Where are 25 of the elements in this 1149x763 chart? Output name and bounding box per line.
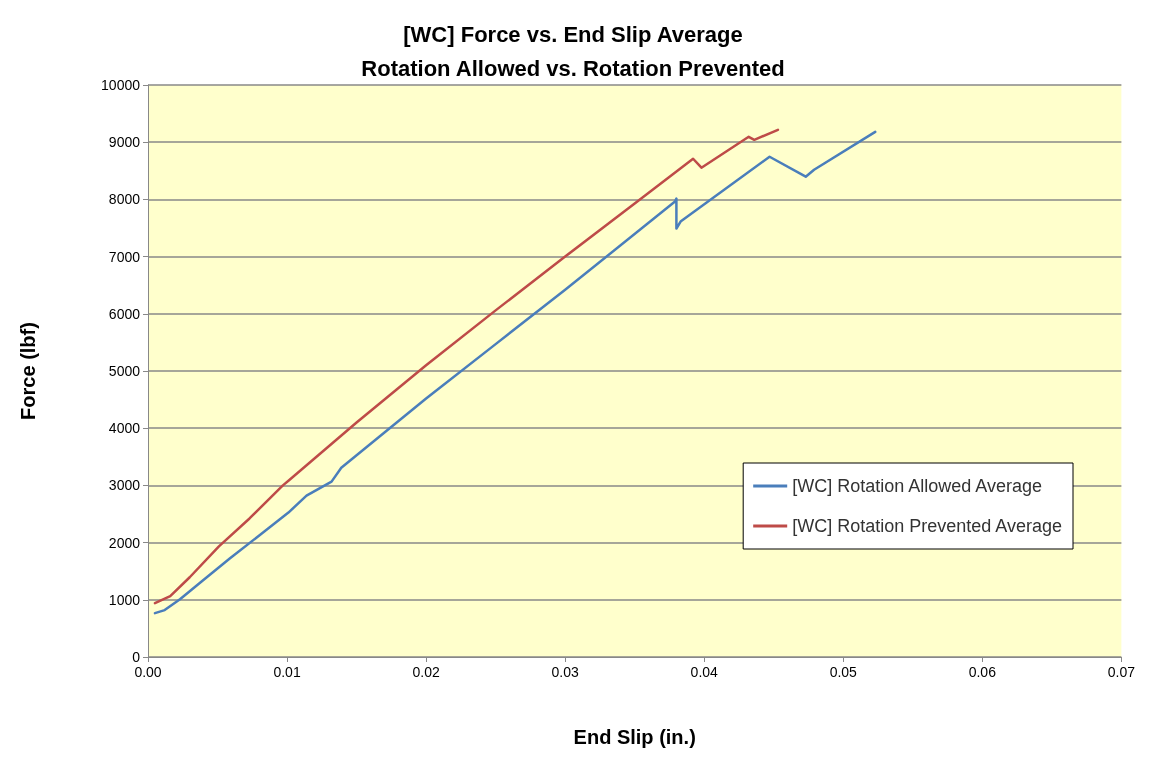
chart-title: [WC] Force vs. End Slip Average Rotation Allowed vs. Rotation Prevented — [361, 21, 785, 81]
legend-label: [WC] Rotation Allowed Average — [792, 476, 1042, 496]
y-tick-label: 9000 — [108, 134, 141, 151]
y-tick-label: 3000 — [108, 477, 141, 494]
y-axis-title: Force (lbf) — [17, 322, 39, 420]
line-series — [153, 128, 780, 605]
x-tick-label: 0.02 — [412, 664, 440, 680]
y-tick-label: 8000 — [108, 191, 141, 208]
y-tick-label: 0 — [132, 649, 141, 665]
x-tick-label: 0.03 — [551, 664, 579, 680]
y-tick-label: 6000 — [108, 305, 141, 322]
y-tick-label: 1000 — [108, 591, 141, 608]
y-tick-label: 5000 — [108, 363, 141, 379]
x-axis-title: End Slip (in.) — [573, 726, 696, 748]
x-tick-label: 0.07 — [1107, 664, 1136, 680]
y-tick-label: 2000 — [108, 534, 141, 551]
y-tick-label: 10000 — [101, 77, 141, 93]
legend-label: [WC] Rotation Prevented Average — [792, 516, 1063, 536]
y-tick-label: 7000 — [108, 248, 141, 265]
y-tick-label: 4000 — [108, 420, 141, 437]
x-tick-label: 0.06 — [968, 664, 997, 680]
x-tick-label: 0.01 — [273, 664, 301, 680]
x-tick-label: 0.00 — [134, 664, 162, 680]
x-tick-label: 0.04 — [690, 664, 719, 680]
x-tick-label: 0.05 — [829, 664, 858, 680]
